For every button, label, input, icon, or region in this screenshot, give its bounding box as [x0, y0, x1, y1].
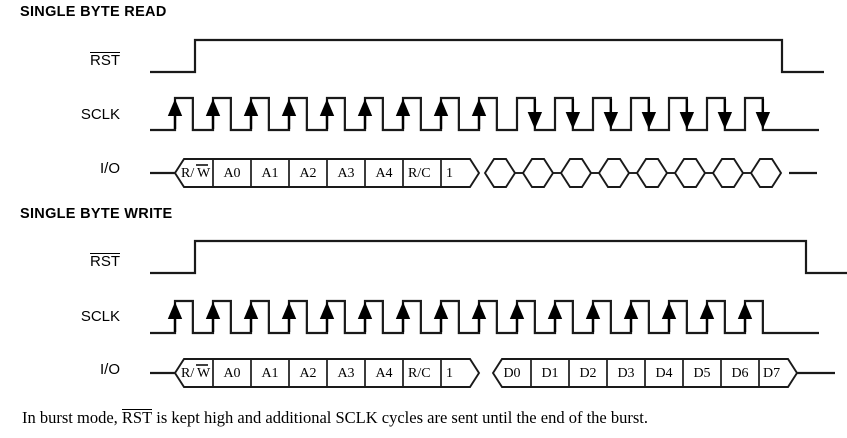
io-cell-label: D6: [731, 366, 748, 381]
io-cell-label: R/C: [408, 366, 431, 381]
waveform-read: R/W A0 A1 A2 A3 A4 R/C 1: [150, 38, 824, 188]
io-cell-label: A1: [261, 166, 278, 181]
signal-label-io-read: I/O: [99, 160, 120, 177]
io-cell-label: 1: [446, 366, 453, 381]
io-cell-label-wbar: W: [197, 366, 211, 381]
io-cell-label: A0: [223, 166, 240, 181]
io-cell-label: 1: [446, 166, 453, 181]
io-cell-label: A4: [375, 366, 392, 381]
signal-label-sclk-write: SCLK: [80, 308, 120, 325]
rst-overline-text: RST: [90, 52, 120, 69]
signal-label-io-write: I/O: [99, 361, 120, 378]
io-cell-label: R/: [181, 366, 194, 381]
burst-mode-caption: In burst mode, RST is kept high and addi…: [22, 408, 648, 428]
io-cell-label: R/: [181, 166, 194, 181]
io-cell-label: D4: [655, 366, 672, 381]
signal-label-rst-write: RST: [0, 253, 120, 270]
io-cell-label: A2: [299, 366, 316, 381]
io-cell-label: D0: [503, 366, 520, 381]
io-cell-label: A1: [261, 366, 278, 381]
io-cell-label: A3: [337, 166, 354, 181]
caption-rst-overline: RST: [121, 408, 153, 427]
io-cell-label: A0: [223, 366, 240, 381]
rst-overline-text: RST: [90, 253, 120, 270]
signal-label-sclk-read: SCLK: [80, 106, 120, 123]
io-cell-label: A3: [337, 366, 354, 381]
io-cell-label-wbar: W: [197, 166, 211, 181]
caption-suffix: is kept high and additional SCLK cycles …: [152, 408, 648, 427]
waveform-write: R/W A0 A1 A2 A3 A4 R/C 1 D0 D1 D2 D3 D4 D5 D6 D7: [150, 239, 847, 388]
io-cell-label: D5: [693, 366, 710, 381]
caption-prefix: In burst mode,: [22, 408, 122, 427]
io-cell-label: R/C: [408, 166, 431, 181]
io-cell-label: D7: [763, 366, 780, 381]
signal-label-rst-read: RST: [0, 52, 120, 69]
io-cell-label: A4: [375, 166, 392, 181]
io-cell-label: D1: [541, 366, 558, 381]
io-cell-label: D2: [579, 366, 596, 381]
io-cell-label: A2: [299, 166, 316, 181]
section-title-read: SINGLE BYTE READ: [20, 4, 167, 20]
section-title-write: SINGLE BYTE WRITE: [20, 206, 173, 222]
io-cell-label: D3: [617, 366, 634, 381]
